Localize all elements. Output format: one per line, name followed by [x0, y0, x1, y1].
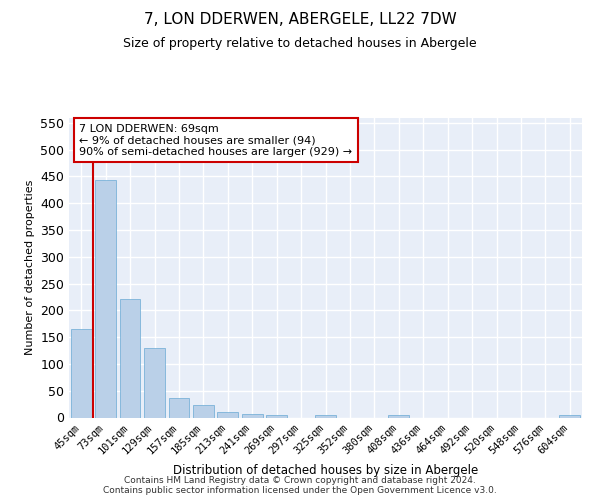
X-axis label: Distribution of detached houses by size in Abergele: Distribution of detached houses by size …: [173, 464, 478, 477]
Bar: [144, 348, 165, 418]
Bar: [95, 180, 116, 418]
Bar: [119, 298, 140, 418]
Bar: [388, 415, 409, 418]
Bar: [71, 329, 92, 418]
Bar: [266, 415, 287, 418]
Bar: [559, 415, 580, 418]
Text: Contains HM Land Registry data © Crown copyright and database right 2024.
Contai: Contains HM Land Registry data © Crown c…: [103, 476, 497, 495]
Bar: [169, 398, 190, 417]
Text: Size of property relative to detached houses in Abergele: Size of property relative to detached ho…: [123, 38, 477, 51]
Bar: [193, 404, 214, 417]
Bar: [242, 414, 263, 418]
Text: 7, LON DDERWEN, ABERGELE, LL22 7DW: 7, LON DDERWEN, ABERGELE, LL22 7DW: [143, 12, 457, 28]
Bar: [315, 416, 336, 418]
Y-axis label: Number of detached properties: Number of detached properties: [25, 180, 35, 355]
Text: 7 LON DDERWEN: 69sqm
← 9% of detached houses are smaller (94)
90% of semi-detach: 7 LON DDERWEN: 69sqm ← 9% of detached ho…: [79, 124, 352, 156]
Bar: [217, 412, 238, 418]
